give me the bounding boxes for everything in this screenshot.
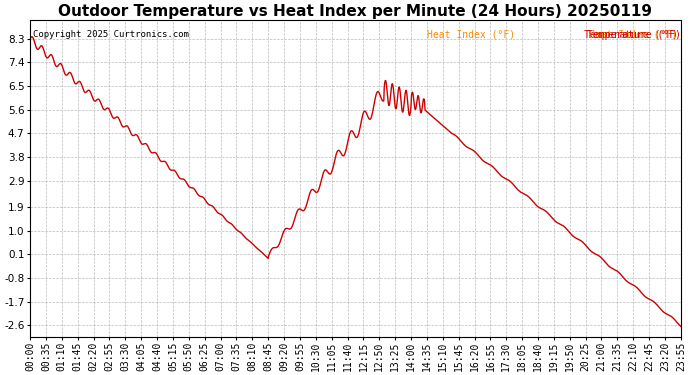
Title: Outdoor Temperature vs Heat Index per Minute (24 Hours) 20250119: Outdoor Temperature vs Heat Index per Mi… — [59, 4, 653, 19]
Text: Heat Index (°F): Heat Index (°F) — [427, 30, 515, 40]
Text: Temperature (°F): Temperature (°F) — [586, 30, 681, 40]
Text: Copyright 2025 Curtronics.com: Copyright 2025 Curtronics.com — [33, 30, 189, 39]
Text: Heat Index (°F): Heat Index (°F) — [589, 30, 677, 40]
Text: Temperature (°F): Temperature (°F) — [584, 30, 678, 40]
